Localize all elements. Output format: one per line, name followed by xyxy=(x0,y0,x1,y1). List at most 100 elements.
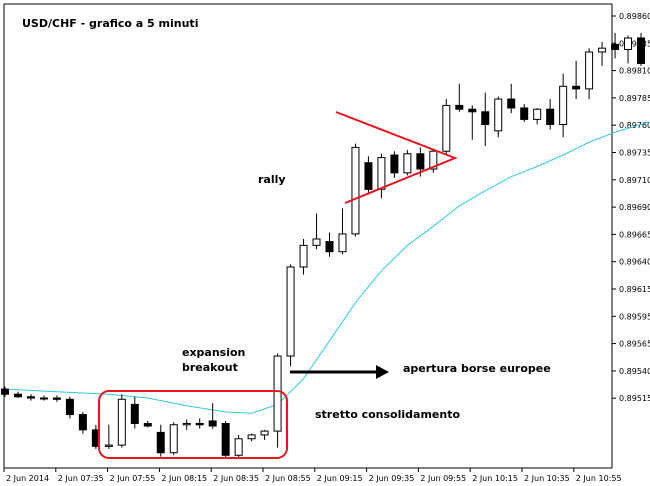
candle-body xyxy=(26,396,35,399)
candles-group xyxy=(1,32,646,460)
candle xyxy=(26,394,35,401)
candle-body xyxy=(468,108,477,113)
breakout-label: breakout xyxy=(182,361,238,374)
candle-body xyxy=(520,107,529,120)
candle xyxy=(533,107,542,125)
y-tick-label: 0.89640 xyxy=(619,258,650,267)
x-axis-ticks: 2 Jun 2014 2 Jun 07:35 2 Jun 07:55 2 Jun 08… xyxy=(3,468,622,483)
candle-body xyxy=(572,85,581,90)
candle-body xyxy=(637,37,646,64)
candle xyxy=(624,35,633,64)
candle xyxy=(325,232,334,257)
candle xyxy=(481,92,490,147)
candle-body xyxy=(494,98,503,132)
candle xyxy=(52,395,61,402)
x-tick-label: 2 Jun 10:55 xyxy=(576,474,622,483)
arrow-head xyxy=(376,365,389,379)
candle xyxy=(39,395,48,401)
x-tick-label: 2 Jun 09:55 xyxy=(420,474,466,483)
apertura-label: apertura borse europee xyxy=(403,362,551,375)
candle xyxy=(429,148,438,173)
candle xyxy=(156,424,165,457)
candle xyxy=(507,83,516,114)
candle xyxy=(611,32,620,59)
candle xyxy=(598,41,607,66)
candle-body xyxy=(156,431,165,454)
y-tick-label: 0.89760 xyxy=(619,121,650,130)
candle xyxy=(65,396,74,419)
y-tick-label: 0.89540 xyxy=(619,367,650,376)
candle xyxy=(442,99,451,156)
y-tick-label: 0.89835 xyxy=(619,39,650,48)
y-tick-label: 0.89710 xyxy=(619,176,650,185)
candle xyxy=(221,420,230,458)
candle-body xyxy=(559,85,568,126)
candle-body xyxy=(104,444,113,447)
candle xyxy=(260,429,269,441)
y-tick-label: 0.89690 xyxy=(619,203,650,212)
candle-body xyxy=(325,241,334,253)
x-tick-label: 2 Jun 08:35 xyxy=(213,474,259,483)
candle-body xyxy=(442,104,451,152)
candle xyxy=(468,105,477,140)
expansion-label: expansion xyxy=(182,346,245,359)
candle-body xyxy=(234,438,243,456)
candle xyxy=(104,424,113,449)
candle-body xyxy=(546,108,555,125)
candle-body xyxy=(78,414,87,431)
y-axis-ticks: 0.89860 0.89835 0.89810 0.89785 0.89760 0.897… xyxy=(612,12,650,403)
candle xyxy=(299,239,308,275)
candle xyxy=(195,418,204,429)
candle-body xyxy=(429,150,438,170)
candle xyxy=(286,264,295,367)
y-tick-label: 0.89735 xyxy=(619,149,650,158)
x-tick-label: 2 Jun 2014 xyxy=(6,474,49,483)
x-tick-label: 2 Jun 10:35 xyxy=(524,474,570,483)
candle xyxy=(455,83,464,112)
x-tick-label: 2 Jun 07:35 xyxy=(58,474,104,483)
x-tick-label: 2 Jun 09:15 xyxy=(317,474,363,483)
candle xyxy=(182,419,191,430)
candle-body xyxy=(481,111,490,126)
candle xyxy=(520,104,529,122)
x-tick-label: 2 Jun 10:15 xyxy=(472,474,518,483)
candle-body xyxy=(117,398,126,446)
candle-body xyxy=(260,430,269,436)
candle-body xyxy=(169,424,178,454)
candle-body xyxy=(273,355,282,432)
candle-body xyxy=(13,393,22,398)
candle-body xyxy=(221,422,230,456)
rally-label: rally xyxy=(258,173,286,186)
x-tick-label: 2 Jun 07:55 xyxy=(110,474,156,483)
candle xyxy=(546,99,555,130)
candle-body xyxy=(65,398,74,416)
consolidation-box xyxy=(98,390,288,459)
candle xyxy=(572,60,581,100)
candle xyxy=(403,149,412,176)
candle-body xyxy=(195,422,204,426)
candle-body xyxy=(585,51,594,90)
x-tick-label: 2 Jun 08:55 xyxy=(265,474,311,483)
moving-average-line xyxy=(4,121,650,414)
y-tick-label: 0.89565 xyxy=(619,340,650,349)
candle-body xyxy=(1,388,9,395)
candle-body xyxy=(247,434,256,440)
candle xyxy=(78,412,87,434)
candle xyxy=(559,73,568,138)
candle xyxy=(585,48,594,100)
candle-body xyxy=(507,98,516,109)
candle-body xyxy=(130,403,139,424)
candle xyxy=(143,420,152,428)
candle-body xyxy=(598,47,607,53)
candle xyxy=(637,32,646,66)
candle-body xyxy=(364,162,373,190)
y-tick-label: 0.89515 xyxy=(619,394,650,403)
y-tick-label: 0.89595 xyxy=(619,312,650,321)
candle-body xyxy=(611,43,620,50)
y-tick-label: 0.89665 xyxy=(619,230,650,239)
candle xyxy=(494,96,503,138)
candle xyxy=(208,403,217,429)
candle xyxy=(390,151,399,178)
